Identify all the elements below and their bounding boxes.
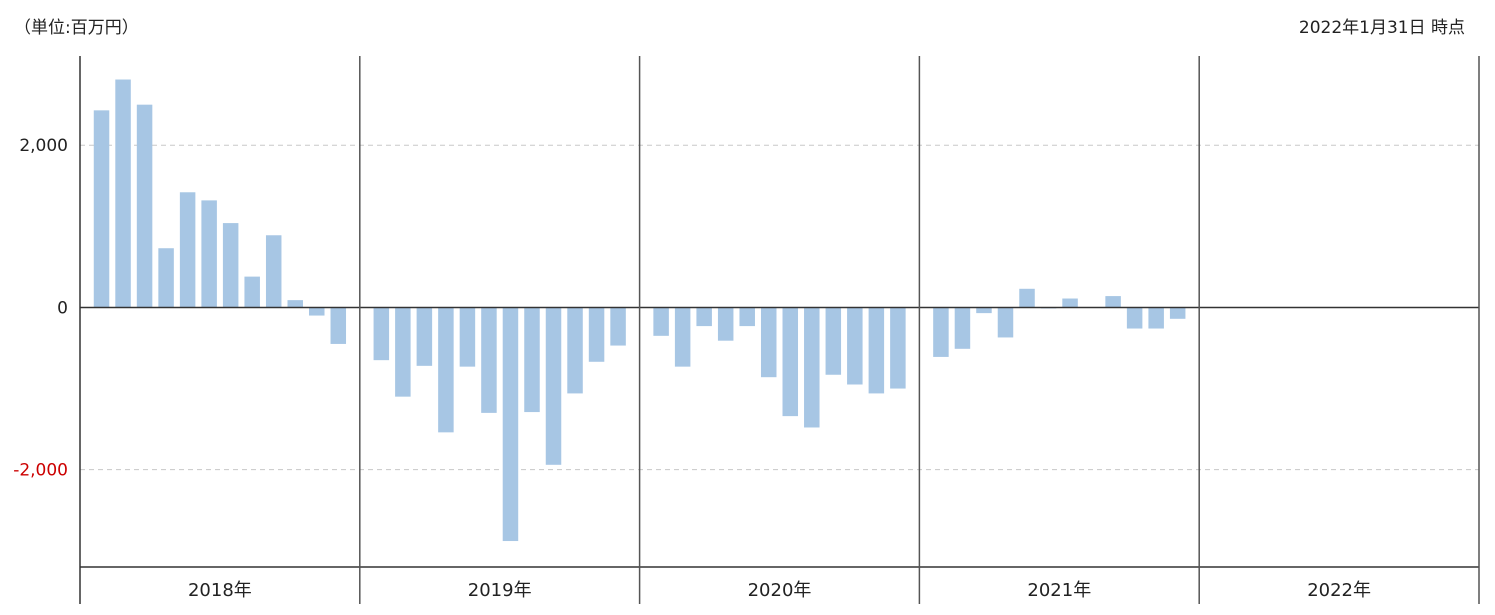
- bar: [244, 276, 260, 308]
- bar: [502, 307, 519, 542]
- bar: [1105, 296, 1121, 308]
- bar: [847, 307, 863, 385]
- bar: [567, 307, 583, 394]
- year-label: 2022年: [1307, 580, 1371, 601]
- bar: [782, 307, 799, 417]
- bar: [309, 307, 325, 316]
- bar: [717, 307, 734, 341]
- bar: [459, 307, 476, 367]
- bar: [136, 104, 153, 308]
- bar: [804, 307, 820, 428]
- bar: [890, 307, 906, 389]
- bar: [1169, 307, 1186, 319]
- bar: [330, 307, 347, 344]
- year-label: 2019年: [468, 580, 532, 601]
- bar: [997, 307, 1014, 338]
- bar: [373, 307, 390, 361]
- bar: [158, 248, 174, 308]
- bar: [481, 307, 497, 413]
- as-of-date-label: 2022年1月31日 時点: [1298, 18, 1465, 38]
- bar: [395, 307, 411, 397]
- bar: [222, 223, 239, 308]
- bar: [760, 307, 777, 378]
- bar: [933, 307, 949, 357]
- bar: [954, 307, 971, 349]
- y-tick-label: 0: [57, 298, 68, 318]
- y-tick-label: 2,000: [19, 136, 68, 156]
- bar: [1019, 288, 1035, 308]
- bar: [1126, 307, 1143, 329]
- bar: [265, 235, 282, 308]
- bar: [1148, 307, 1164, 329]
- bar: [115, 79, 131, 308]
- bar: [610, 307, 626, 346]
- bar: [179, 192, 196, 308]
- year-label: 2020年: [748, 580, 812, 601]
- bar: [976, 307, 992, 314]
- bar: [93, 110, 110, 308]
- bar: [1062, 298, 1078, 308]
- y-tick-label: -2,000: [13, 461, 68, 481]
- bar: [674, 307, 691, 367]
- bar: [438, 307, 454, 433]
- year-label: 2018年: [188, 580, 252, 601]
- bar: [825, 307, 842, 375]
- bar: [545, 307, 562, 465]
- unit-label: （単位:百万円）: [14, 18, 139, 38]
- bar: [653, 307, 669, 336]
- bar: [416, 307, 433, 366]
- year-label: 2021年: [1027, 580, 1091, 601]
- bar: [696, 307, 712, 327]
- bar: [201, 200, 217, 308]
- bar: [868, 307, 885, 394]
- bar: [524, 307, 540, 413]
- bar: [287, 300, 303, 308]
- bar: [588, 307, 605, 362]
- bar: [739, 307, 755, 327]
